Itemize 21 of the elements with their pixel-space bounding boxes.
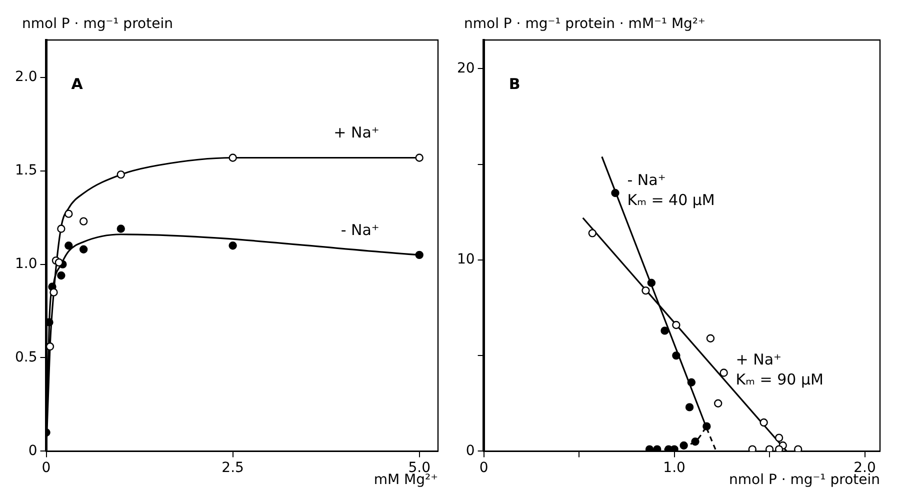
x-tick-label: 0 [479,460,488,476]
y-tick-label: 0 [28,442,38,459]
annotation: B [508,74,520,93]
y-tick-label: 0.5 [15,349,38,366]
x-tick-label: 0 [42,460,51,476]
annotation: A [71,74,84,93]
y-tick-label: 1.0 [15,256,38,272]
x-tick-label: 1.0 [663,460,686,476]
y-axis-title: nmol P · mg⁻¹ protein · mM⁻¹ Mg²⁺ [464,16,706,32]
annotation: - Na⁺ Kₘ = 40 µM [627,170,715,209]
annotation: - Na⁺ [340,220,380,239]
y-tick-label: 0 [466,442,475,459]
x-tick-label: 2.5 [222,460,244,476]
y-axis-title: nmol P · mg⁻¹ protein [22,16,173,32]
y-tick-label: 20 [456,60,475,76]
y-tick-label: 10 [456,252,475,268]
y-tick-label: 2.0 [15,69,38,86]
annotation: + Na⁺ Kₘ = 90 µM [736,350,824,389]
x-axis-title: nmol P · mg⁻¹ protein [729,472,880,488]
y-tick-label: 1.5 [15,162,38,178]
annotation: + Na⁺ [334,124,380,142]
